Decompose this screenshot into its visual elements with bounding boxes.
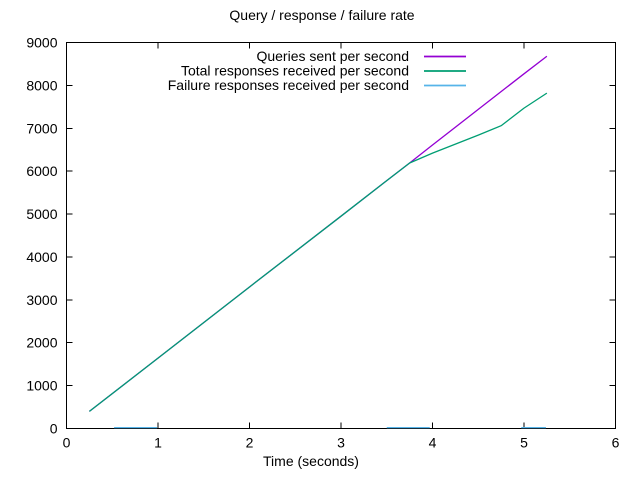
x-tick-label: 6 [612, 435, 620, 451]
x-tick-label: 5 [520, 435, 528, 451]
y-tick-label: 0 [50, 421, 58, 437]
series-line-1 [88, 92, 548, 412]
x-tick-label: 1 [154, 435, 162, 451]
y-tick-label: 4000 [26, 249, 57, 265]
y-tick-label: 5000 [26, 206, 57, 222]
legend-label-total-responses: Total responses received per second [181, 63, 409, 79]
y-tick-label: 3000 [26, 292, 57, 308]
legend: Queries sent per second Total responses … [168, 48, 466, 93]
chart-title: Query / response / failure rate [229, 7, 414, 23]
y-tick-label: 7000 [26, 120, 57, 136]
x-axis-label: Time (seconds) [263, 453, 359, 469]
data-series [88, 55, 548, 429]
x-tick-label: 4 [429, 435, 437, 451]
y-tick-label: 9000 [26, 35, 57, 51]
x-tick-label: 2 [246, 435, 254, 451]
y-tick-label: 6000 [26, 163, 57, 179]
x-tick-label: 0 [63, 435, 71, 451]
legend-label-failure-responses: Failure responses received per second [168, 77, 409, 93]
x-tick-label: 3 [337, 435, 345, 451]
legend-label-queries-sent: Queries sent per second [256, 48, 409, 64]
plot-border [66, 42, 616, 429]
y-tick-label: 2000 [26, 335, 57, 351]
plot-axes: 0 1 2 3 4 5 6 0 1000 2000 3000 4000 5000 6000 7000 8000… [26, 35, 619, 451]
y-tick-label: 1000 [26, 378, 57, 394]
y-tick-label: 8000 [26, 77, 57, 93]
